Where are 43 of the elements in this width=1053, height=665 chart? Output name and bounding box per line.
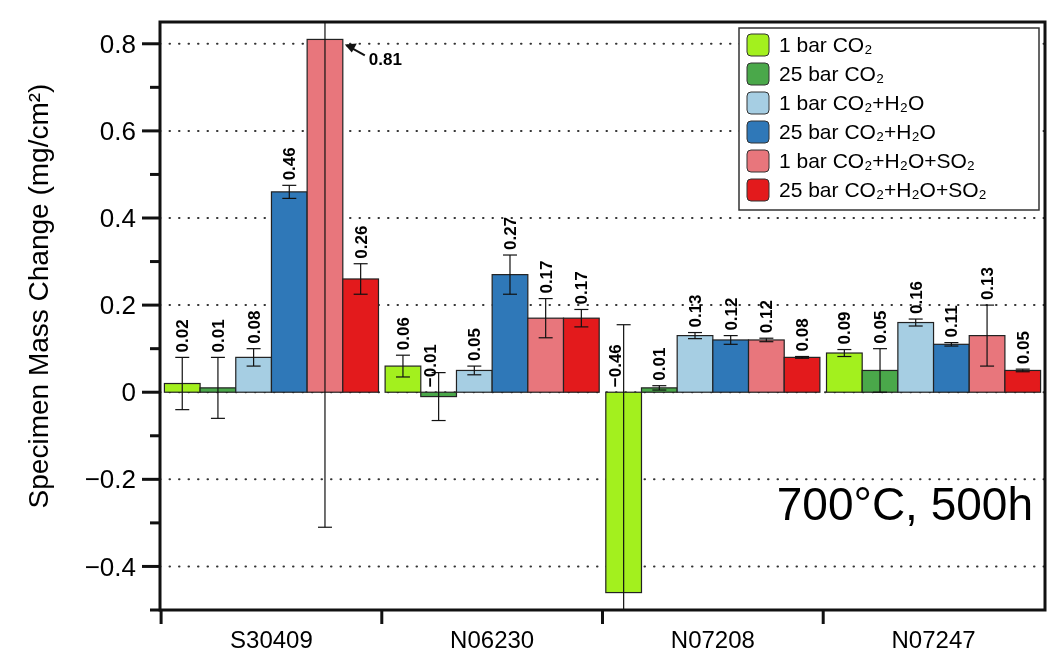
- data-label: 0.13: [978, 267, 998, 301]
- data-label: 0.09: [835, 311, 855, 345]
- data-label: 0.46: [280, 147, 300, 181]
- data-label: 0.16: [906, 280, 926, 315]
- data-label: 0.06: [393, 317, 413, 351]
- x-tick-label: S30409: [230, 626, 313, 653]
- y-tick-label: 0.2: [99, 290, 136, 321]
- y-tick-label: 0.6: [99, 115, 136, 146]
- legend-label: 25 bar CO₂+H₂O: [779, 120, 936, 143]
- data-label: −0.01: [420, 344, 440, 388]
- y-tick-label: 0: [121, 377, 136, 408]
- data-label: 0.12: [721, 297, 741, 331]
- x-tick-label: N06230: [450, 626, 535, 653]
- x-tick-label: N07208: [670, 626, 755, 653]
- data-label: 0.13: [686, 294, 706, 328]
- data-label: 0.12: [757, 300, 777, 334]
- data-label: 0.05: [871, 310, 891, 344]
- y-axis-title: Specimen Mass Change (mg/cm²): [23, 83, 54, 509]
- legend-label: 1 bar CO₂+H₂O: [779, 91, 925, 114]
- data-label: 0.17: [572, 271, 592, 305]
- data-label: 0.26: [351, 225, 371, 259]
- data-label: 0.02: [173, 319, 193, 353]
- data-label: 0.17: [536, 260, 556, 294]
- data-label: 0.05: [465, 328, 485, 362]
- data-label: 0.08: [793, 318, 813, 352]
- x-tick-label: N07247: [891, 626, 976, 653]
- data-label: 0.01: [208, 319, 228, 353]
- data-label: 0.27: [500, 216, 520, 251]
- legend-label: 25 bar CO₂+H₂O+SO₂: [779, 178, 987, 201]
- legend-label: 1 bar CO₂+H₂O+SO₂: [779, 149, 976, 172]
- data-label: −0.46: [605, 344, 625, 388]
- data-label: 0.01: [650, 347, 670, 381]
- data-label: 0.08: [244, 310, 264, 344]
- annotation: 700°C, 500h: [776, 478, 1033, 530]
- y-tick-label: −0.4: [84, 551, 136, 582]
- data-label: 0.81: [368, 50, 402, 70]
- data-label: 0.11: [942, 305, 962, 338]
- legend-label: 1 bar CO₂: [779, 33, 873, 56]
- y-tick-label: 0.4: [99, 203, 136, 234]
- y-tick-label: −0.2: [84, 464, 136, 495]
- legend-label: 25 bar CO₂: [779, 62, 885, 85]
- y-tick-label: 0.8: [99, 28, 136, 59]
- data-label: 0.05: [1013, 331, 1033, 365]
